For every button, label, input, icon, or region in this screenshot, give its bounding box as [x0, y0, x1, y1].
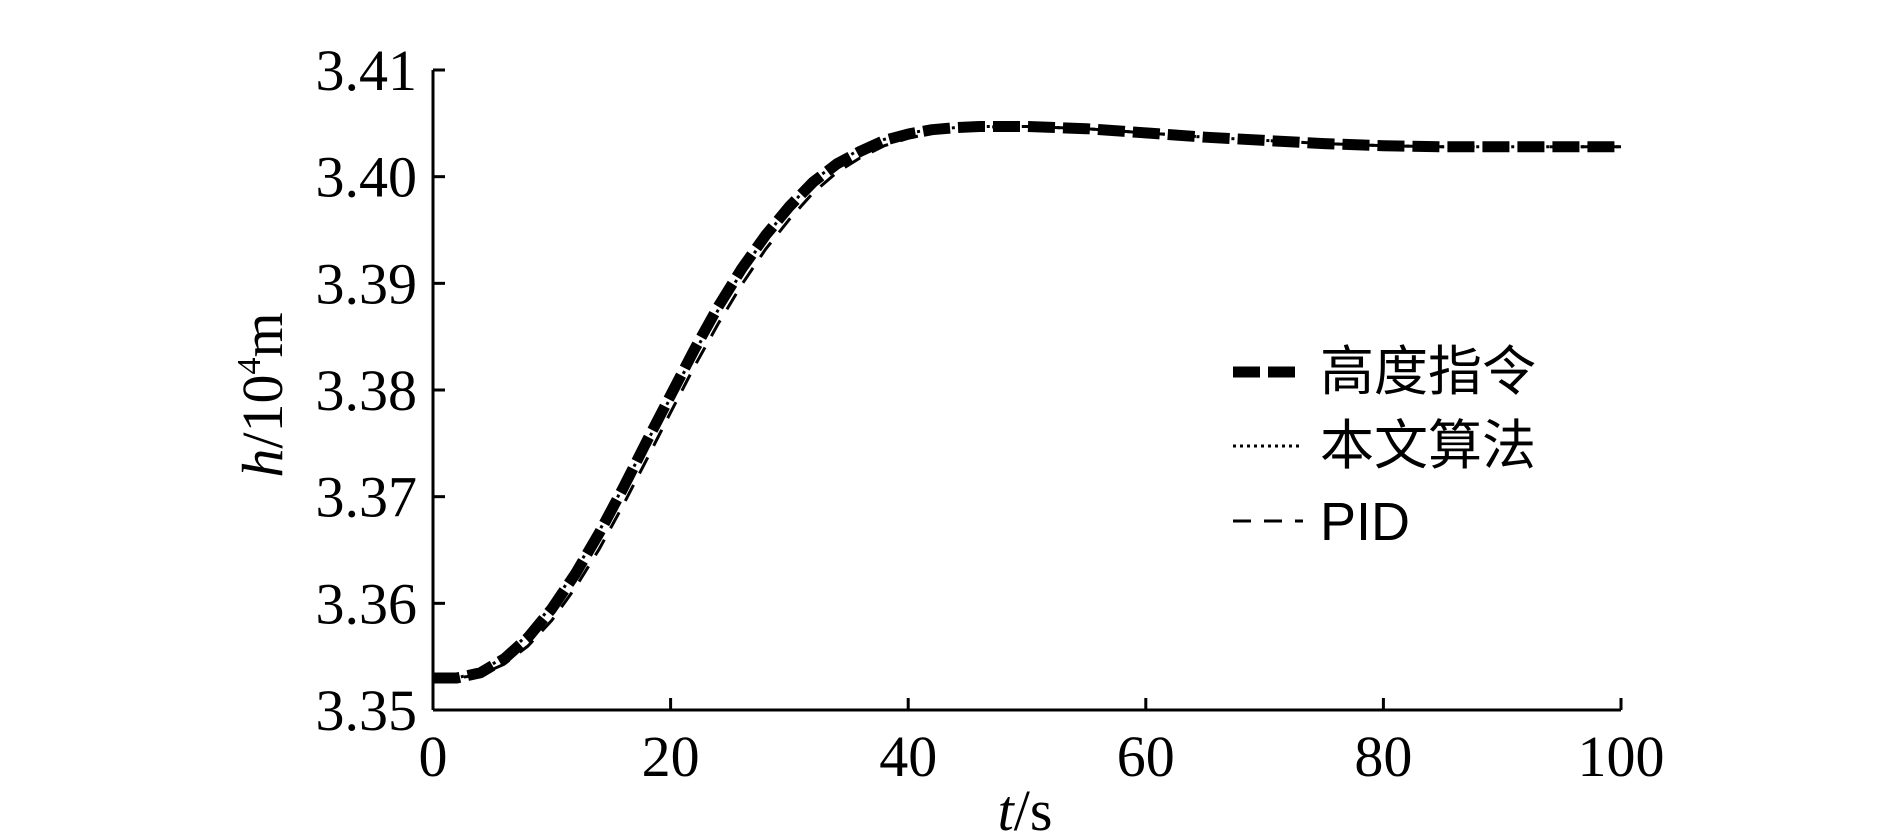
axes: 0 20 40 60 80 100 3.35 3.36 3.37 3.38 3.39 3.40 3.4… — [316, 38, 1665, 789]
y-axis-unit-pre: /10 — [230, 375, 295, 449]
y-tick-label: 3.37 — [316, 465, 418, 530]
x-tick-label: 20 — [642, 724, 700, 789]
x-tick-label: 60 — [1117, 724, 1175, 789]
x-tick-label: 100 — [1578, 724, 1665, 789]
legend-item-pid: PID — [1233, 492, 1410, 552]
x-axis-var: t — [998, 778, 1016, 839]
x-tick-label: 80 — [1354, 724, 1412, 789]
y-tick-label: 3.35 — [316, 678, 418, 743]
legend-label-pid: PID — [1320, 492, 1410, 552]
legend: 高度指令 本文算法 PID — [1233, 340, 1536, 552]
x-axis-title: t/s — [998, 778, 1053, 839]
y-axis-unit-post: m — [230, 312, 295, 357]
x-tick-label: 40 — [879, 724, 937, 789]
y-tick-label: 3.40 — [316, 145, 418, 210]
legend-label-command: 高度指令 — [1320, 340, 1536, 403]
x-tick-label: 0 — [419, 724, 448, 789]
series-proposed-line — [433, 125, 1621, 680]
y-tick-label: 3.41 — [316, 38, 418, 103]
legend-item-command: 高度指令 — [1233, 340, 1536, 403]
y-tick-label: 3.38 — [316, 358, 418, 423]
y-axis-title: h/104m — [230, 312, 295, 477]
x-ticks: 0 20 40 60 80 100 — [419, 698, 1665, 789]
y-axis-var: h — [230, 449, 295, 478]
y-ticks: 3.35 3.36 3.37 3.38 3.39 3.40 3.41 — [316, 38, 445, 743]
y-tick-label: 3.39 — [316, 251, 418, 316]
x-axis-unit: /s — [1014, 778, 1053, 839]
y-tick-label: 3.36 — [316, 571, 418, 636]
series-layer — [433, 121, 1621, 684]
legend-item-proposed: 本文算法 — [1233, 414, 1536, 477]
y-axis-unit-exp: 4 — [231, 358, 268, 375]
legend-label-proposed: 本文算法 — [1320, 414, 1536, 477]
